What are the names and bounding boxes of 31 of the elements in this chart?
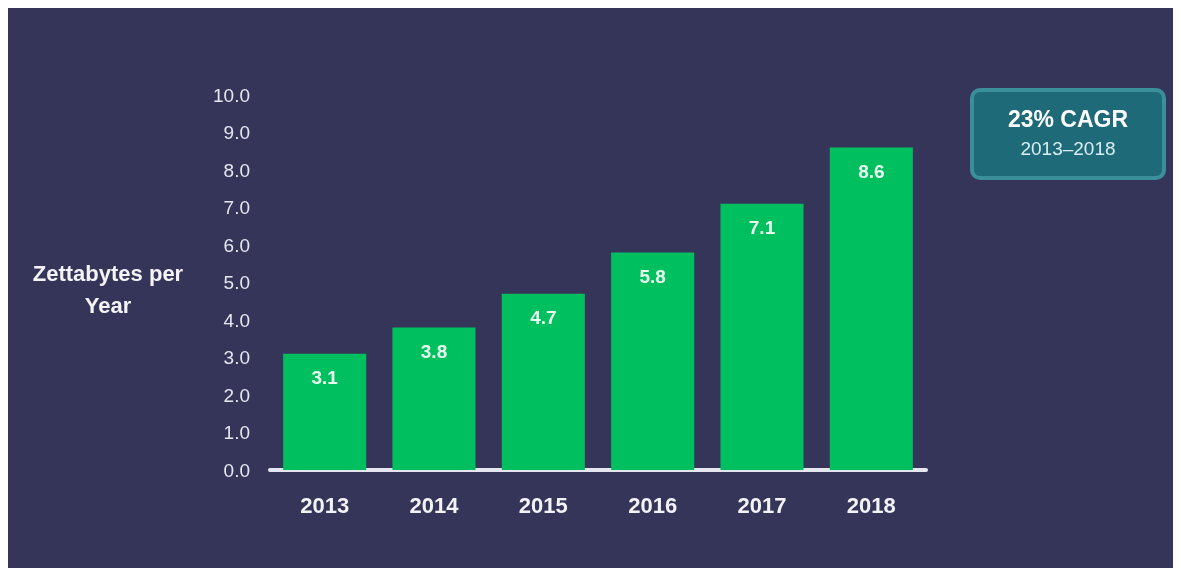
x-tick-label: 2016 <box>628 492 678 518</box>
data-label: 8.6 <box>858 160 885 182</box>
data-label: 3.8 <box>420 340 448 362</box>
bar <box>392 327 476 470</box>
callout-box: 23% CAGR 2013–2018 <box>970 88 1166 180</box>
y-tick-label: 4.0 <box>223 309 250 331</box>
bar <box>720 203 804 470</box>
y-tick-label: 10.0 <box>213 84 250 106</box>
bar <box>611 252 695 470</box>
data-label: 4.7 <box>530 306 557 328</box>
y-tick-label: 6.0 <box>223 234 250 256</box>
y-axis-title: Zettabytes per Year <box>31 260 185 320</box>
y-tick-label: 3.0 <box>223 347 250 368</box>
x-tick-label: 2018 <box>846 492 896 518</box>
y-tick-label: 5.0 <box>223 272 250 293</box>
y-tick-label: 2.0 <box>223 384 250 406</box>
y-tick-label: 8.0 <box>223 159 250 181</box>
y-tick-label: 7.0 <box>223 197 250 218</box>
bar <box>501 293 585 470</box>
y-tick-label: 1.0 <box>223 422 250 443</box>
y-tick-label: 0.0 <box>223 459 250 481</box>
x-tick-label: 2013 <box>300 492 350 518</box>
x-tick-label: 2017 <box>737 492 787 518</box>
data-label: 3.1 <box>311 366 339 388</box>
bar <box>829 147 913 470</box>
x-tick-label: 2015 <box>518 492 568 518</box>
y-tick-label: 9.0 <box>223 122 250 143</box>
bar <box>283 353 367 470</box>
data-label: 5.8 <box>639 265 666 287</box>
x-tick-label: 2014 <box>409 492 460 518</box>
data-label: 7.1 <box>748 216 776 238</box>
